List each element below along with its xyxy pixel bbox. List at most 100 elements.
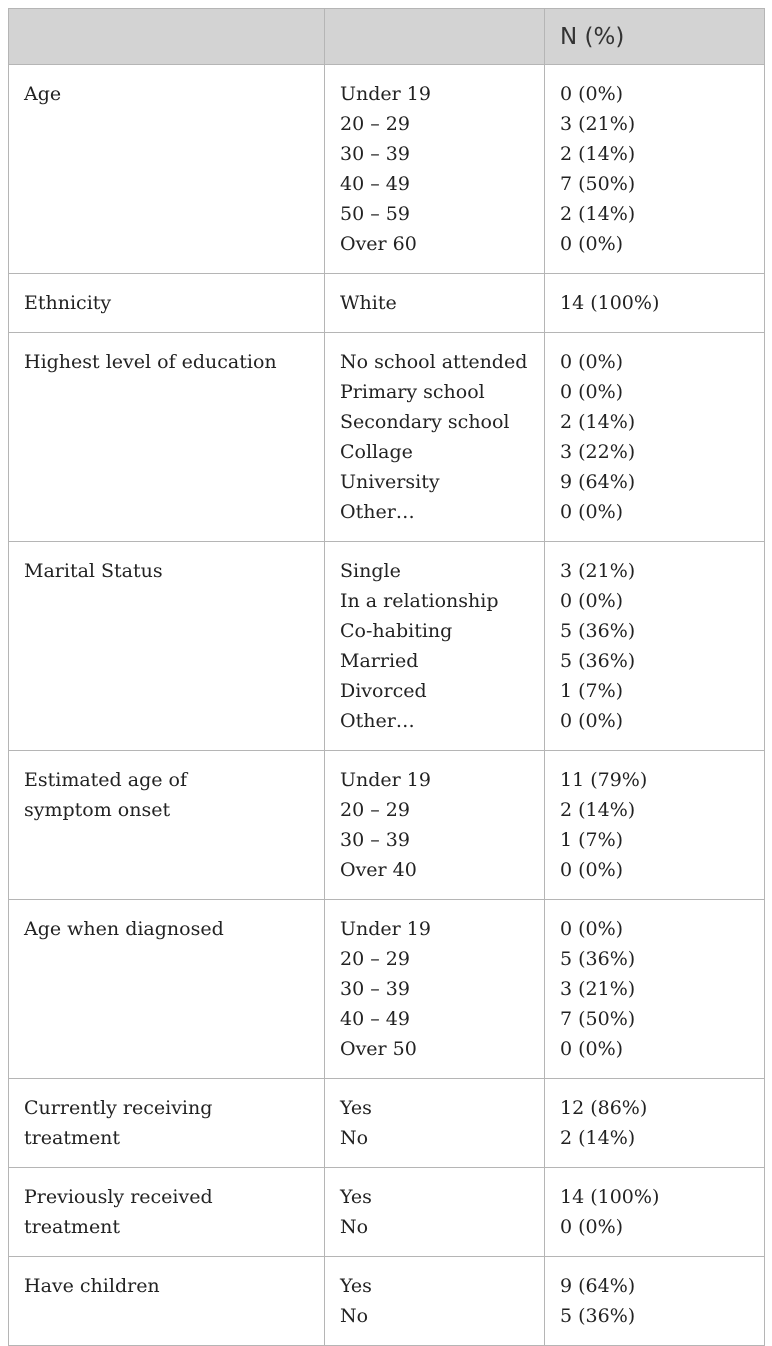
count-percent-cell: 0 (0%) 0 (0%) 2 (14%) 3 (22%) 9 (64%) 0 (0%): [544, 332, 765, 542]
n-percent-heading: N (%): [560, 23, 625, 50]
count-percent-cell-line: 12 (86%): [560, 1097, 648, 1119]
category-cell-line: Yes: [340, 1186, 372, 1208]
category-cell-line: No: [340, 1127, 369, 1149]
count-percent-cell-line: 0 (0%): [560, 590, 624, 612]
characteristic-cell-line: Currently receiving treatment: [24, 1097, 213, 1149]
count-percent-cell-line: 5 (36%): [560, 650, 636, 672]
category-cell-line: White: [340, 292, 397, 314]
category-cell-line: Co-habiting: [340, 620, 453, 642]
count-percent-cell-line: 11 (79%): [560, 769, 648, 791]
count-percent-cell-line: 2 (14%): [560, 143, 636, 165]
category-cell: Under 19 20 – 29 30 – 39 40 – 49 50 – 59 Over…: [324, 64, 545, 274]
category-cell: Yes No: [324, 1078, 545, 1168]
count-percent-cell-line: 0 (0%): [560, 710, 624, 732]
count-percent-cell-line: 7 (50%): [560, 1008, 636, 1030]
category-cell: Under 19 20 – 29 30 – 39 40 – 49 Over 50: [324, 899, 545, 1079]
characteristic-cell-line: Estimated age of: [24, 769, 188, 791]
category-cell-line: 40 – 49: [340, 173, 410, 195]
category-cell: No school attended Primary school Secondar…: [324, 332, 545, 542]
count-percent-cell: 0 (0%) 5 (36%) 3 (21%) 7 (50%) 0 (0%): [544, 899, 765, 1079]
table-row: Highest level of education No school atte…: [8, 332, 765, 542]
count-percent-cell-line: 1 (7%): [560, 680, 624, 702]
characteristic-cell: Highest level of education: [8, 332, 325, 542]
category-cell-line: 20 – 29: [340, 948, 410, 970]
count-percent-cell-line: 0 (0%): [560, 1216, 624, 1238]
count-percent-cell-line: 2 (14%): [560, 411, 636, 433]
category-cell: White: [324, 273, 545, 333]
category-cell: Under 19 20 – 29 30 – 39 Over 40: [324, 750, 545, 900]
table-row: Ethnicity White 14 (100%): [8, 273, 765, 333]
category-cell-line: No: [340, 1216, 369, 1238]
count-percent-cell-line: 3 (21%): [560, 978, 636, 1000]
category-cell: Single In a relationship Co-habiting Marrie…: [324, 541, 545, 751]
characteristic-cell-line: Age: [24, 83, 62, 105]
table-row: Estimated age of symptom onset Under 19 20 …: [8, 750, 765, 900]
count-percent-cell-line: 0 (0%): [560, 918, 624, 940]
count-percent-cell: 14 (100%) 0 (0%): [544, 1167, 765, 1257]
count-percent-cell-line: 1 (7%): [560, 829, 624, 851]
count-percent-cell-line: 5 (36%): [560, 948, 636, 970]
count-percent-cell: 3 (21%) 0 (0%) 5 (36%) 5 (36%) 1 (7%) 0 (0%): [544, 541, 765, 751]
category-cell-line: 50 – 59: [340, 203, 410, 225]
category-cell-line: Secondary school: [340, 411, 510, 433]
characteristic-cell: Ethnicity: [8, 273, 325, 333]
table-body: Age Under 19 20 – 29 30 – 39 40 – 49 50 – 59 O…: [8, 64, 765, 1346]
category-cell-line: 30 – 39: [340, 829, 410, 851]
count-percent-cell-line: 0 (0%): [560, 859, 624, 881]
count-percent-cell: 11 (79%) 2 (14%) 1 (7%) 0 (0%): [544, 750, 765, 900]
characteristic-cell-line: Ethnicity: [24, 292, 112, 314]
category-cell-line: 40 – 49: [340, 1008, 410, 1030]
count-percent-cell-line: 0 (0%): [560, 83, 624, 105]
category-cell: Yes No: [324, 1256, 545, 1346]
count-percent-cell-line: 0 (0%): [560, 381, 624, 403]
category-cell-line: Over 50: [340, 1038, 417, 1060]
count-percent-cell-line: 9 (64%): [560, 471, 636, 493]
table-row: Have children Yes No 9 (64%) 5 (36%): [8, 1256, 765, 1346]
count-percent-cell-line: 0 (0%): [560, 501, 624, 523]
count-percent-cell-line: 2 (14%): [560, 799, 636, 821]
characteristic-cell-line: Marital Status: [24, 560, 163, 582]
table-row: Previously received treatment Yes No 14 (10…: [8, 1167, 765, 1257]
characteristic-cell-line: Previously received treatment: [24, 1186, 213, 1238]
characteristic-cell-line: Highest level of education: [24, 351, 277, 373]
characteristic-cell: Age: [8, 64, 325, 274]
table-row: Currently receiving treatment Yes No 12 (86…: [8, 1078, 765, 1168]
header-cell-category: [324, 8, 545, 65]
category-cell: Yes No: [324, 1167, 545, 1257]
category-cell-line: Other…: [340, 501, 415, 523]
characteristic-cell: Previously received treatment: [8, 1167, 325, 1257]
count-percent-cell-line: 2 (14%): [560, 203, 636, 225]
characteristic-cell: Age when diagnosed: [8, 899, 325, 1079]
category-cell-line: 20 – 29: [340, 113, 410, 135]
count-percent-cell: 14 (100%): [544, 273, 765, 333]
category-cell-line: Married: [340, 650, 419, 672]
count-percent-cell-line: 3 (22%): [560, 441, 636, 463]
characteristic-cell-line: Have children: [24, 1275, 160, 1297]
count-percent-cell-line: 2 (14%): [560, 1127, 636, 1149]
category-cell-line: Single: [340, 560, 401, 582]
count-percent-cell: 9 (64%) 5 (36%): [544, 1256, 765, 1346]
category-cell-line: Divorced: [340, 680, 427, 702]
category-cell-line: Under 19: [340, 918, 431, 940]
header-cell-characteristic: [8, 8, 325, 65]
category-cell-line: No: [340, 1305, 369, 1327]
table-row: Marital Status Single In a relationship Co-…: [8, 541, 765, 751]
category-cell-line: Under 19: [340, 83, 431, 105]
count-percent-cell-line: 5 (36%): [560, 1305, 636, 1327]
category-cell-line: No school attended: [340, 351, 528, 373]
count-percent-cell-line: 14 (100%): [560, 1186, 660, 1208]
category-cell-line: Primary school: [340, 381, 485, 403]
characteristic-cell: Have children: [8, 1256, 325, 1346]
category-cell-line: Under 19: [340, 769, 431, 791]
characteristic-cell: Currently receiving treatment: [8, 1078, 325, 1168]
category-cell-line: Over 60: [340, 233, 417, 255]
count-percent-cell-line: 9 (64%): [560, 1275, 636, 1297]
count-percent-cell-line: 3 (21%): [560, 113, 636, 135]
count-percent-cell: 12 (86%) 2 (14%): [544, 1078, 765, 1168]
category-cell-line: In a relationship: [340, 590, 499, 612]
header-cell-n-percent: N (%): [544, 8, 765, 65]
characteristic-cell-line: symptom onset: [24, 799, 171, 821]
category-cell-line: 30 – 39: [340, 978, 410, 1000]
table-row: Age when diagnosed Under 19 20 – 29 30 – 39…: [8, 899, 765, 1079]
count-percent-cell-line: 14 (100%): [560, 292, 660, 314]
